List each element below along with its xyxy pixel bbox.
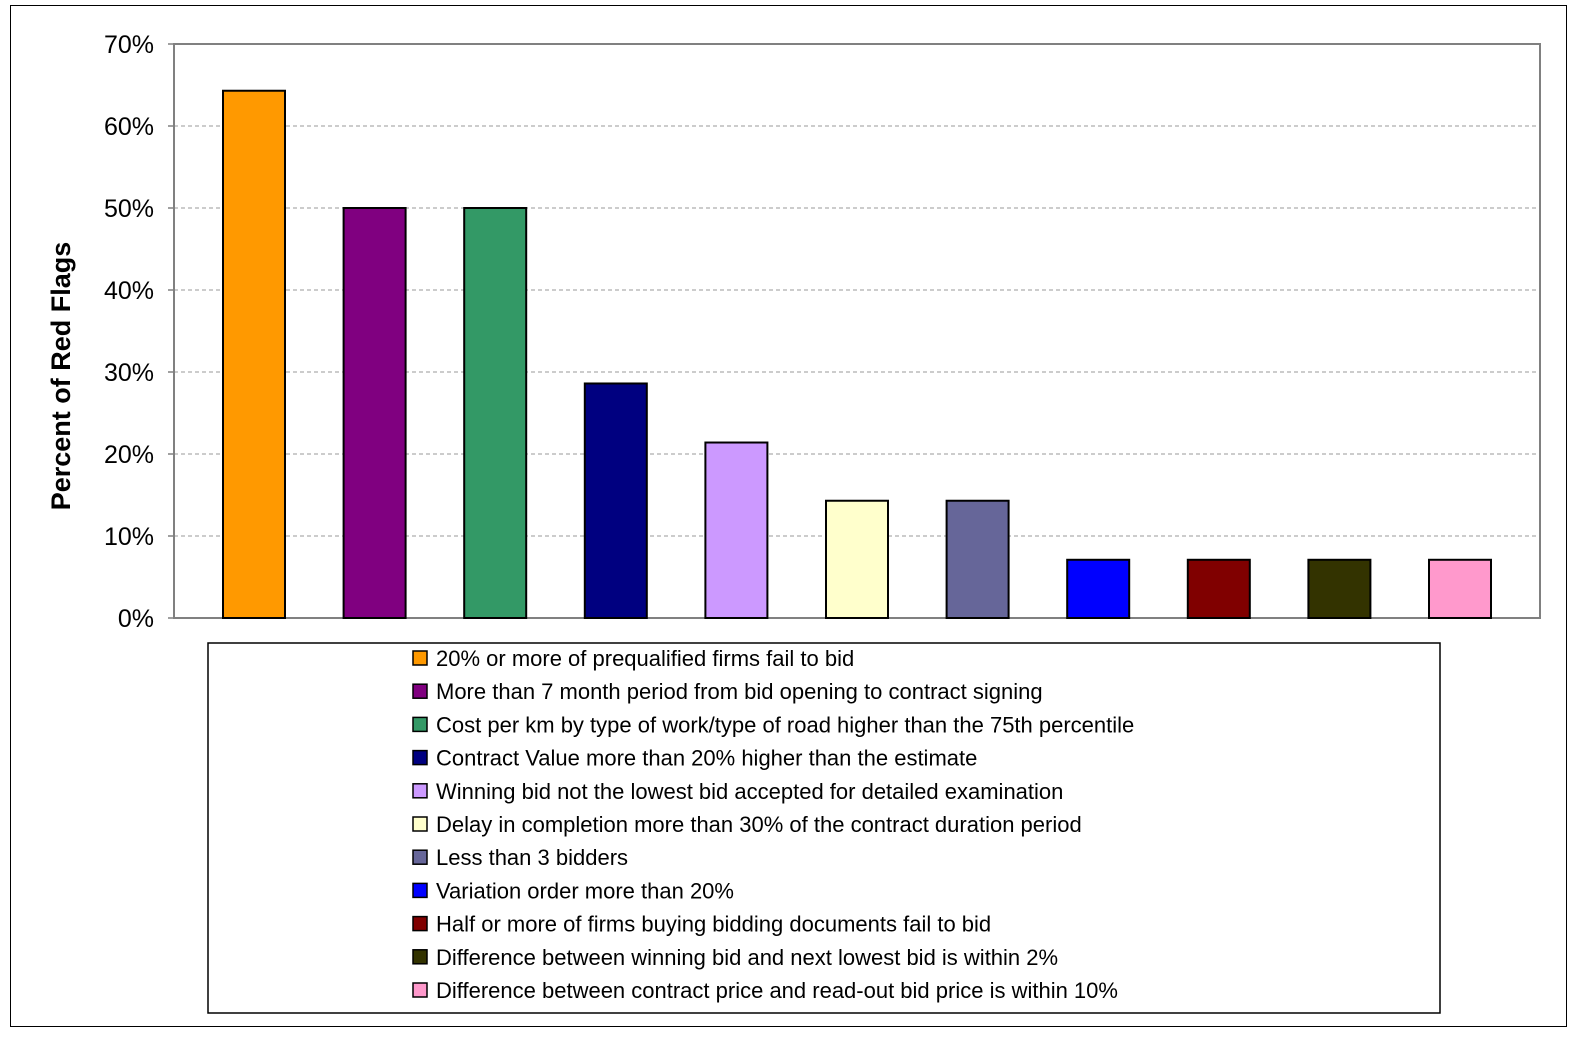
y-tick-label: 70% (104, 31, 154, 59)
bar (1307, 558, 1372, 620)
y-tick-label: 10% (104, 523, 154, 551)
legend-label: Difference between winning bid and next … (436, 945, 1058, 970)
y-tick-label: 0% (118, 605, 154, 633)
bar (704, 441, 769, 619)
bar (583, 382, 648, 620)
legend-swatch (412, 915, 428, 932)
y-tick-label: 60% (104, 113, 154, 141)
legend-label: 20% or more of prequalified firms fail t… (436, 646, 854, 671)
bar (1186, 558, 1251, 620)
legend-swatch (412, 816, 428, 832)
bar (825, 499, 889, 619)
legend-label: Half or more of firms buying bidding doc… (436, 912, 991, 937)
legend-label: Winning bid not the lowest bid accepted … (436, 779, 1063, 804)
legend-swatch (412, 949, 428, 965)
bars (222, 89, 1492, 620)
y-axis-title: Percent of Red Flags (46, 242, 76, 511)
y-tick-label: 40% (104, 277, 154, 305)
legend-label: Delay in completion more than 30% of the… (436, 812, 1082, 837)
legend-swatch (412, 849, 428, 865)
legend-label: Cost per km by type of work/type of road… (436, 712, 1134, 737)
legend-label: Variation order more than 20% (436, 878, 734, 903)
bar (222, 89, 286, 620)
legend-label: Less than 3 bidders (436, 845, 628, 870)
bar (1428, 558, 1492, 620)
bar (342, 207, 407, 619)
y-tick-label: 20% (104, 441, 154, 469)
legend-swatch (412, 650, 428, 666)
legend-label: Contract Value more than 20% higher than… (436, 746, 977, 771)
legend-swatch (412, 982, 428, 998)
legend: 20% or more of prequalified firms fail t… (207, 642, 1441, 1014)
legend-swatch (412, 749, 428, 766)
y-axis: 0% 10% 20% 30% 40% 50% 60% 70% (104, 31, 174, 633)
y-tick-label: 30% (104, 359, 154, 387)
bar (945, 499, 1010, 619)
y-tick-label: 50% (104, 195, 154, 223)
legend-swatch (412, 716, 428, 733)
legend-swatch (412, 882, 428, 899)
legend-swatch (412, 683, 428, 699)
legend-label: More than 7 month period from bid openin… (436, 679, 1043, 704)
bar (1066, 558, 1131, 620)
bar (463, 207, 528, 619)
legend-swatch (412, 783, 428, 799)
legend-label: Difference between contract price and re… (436, 978, 1118, 1003)
